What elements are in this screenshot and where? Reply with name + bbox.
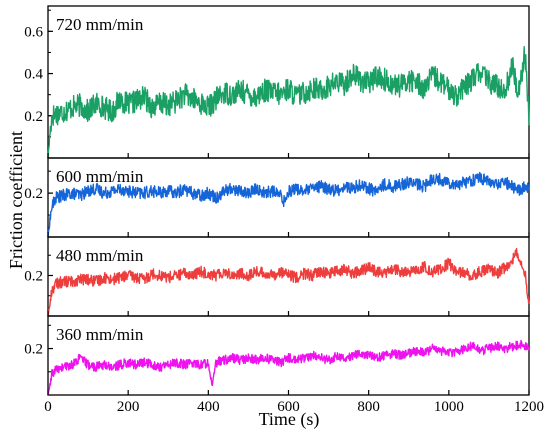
series-line-3 xyxy=(47,247,530,317)
panel-3: 0.2 480 mm/min xyxy=(24,236,530,317)
panel-4: 0.2 360 mm/min xyxy=(24,315,530,396)
x-tick-label: 600 xyxy=(277,399,300,415)
y-tick-label: 0.4 xyxy=(24,67,43,83)
y-tick-label: 0.6 xyxy=(24,24,43,40)
panels-layer: 0.2 0.4 0.6 720 mm/min 0.2 600 mm/min 0.2 480 m… xyxy=(24,5,530,396)
x-tick-label: 400 xyxy=(197,399,220,415)
series-line-2 xyxy=(47,171,530,238)
x-tick-label: 1000 xyxy=(434,399,464,415)
y-tick-label: 0.2 xyxy=(24,268,43,284)
panel-label: 720 mm/min xyxy=(56,15,144,34)
x-tick-label: 200 xyxy=(117,399,140,415)
x-tick-label: 800 xyxy=(357,399,380,415)
x-tick-label: 0 xyxy=(44,399,52,415)
x-axis: 0 200 400 600 800 1000 1200 xyxy=(44,399,544,415)
series-line-1 xyxy=(47,45,530,159)
series-line-4 xyxy=(47,339,530,396)
panel-label: 360 mm/min xyxy=(56,325,144,344)
x-axis-title: Time (s) xyxy=(259,409,320,430)
panel-label: 600 mm/min xyxy=(56,167,144,186)
y-tick-label: 0.2 xyxy=(24,342,43,358)
panel-1: 0.2 0.4 0.6 720 mm/min xyxy=(24,5,530,159)
panel-label: 480 mm/min xyxy=(56,246,144,265)
x-tick-label: 1200 xyxy=(514,399,544,415)
y-tick-label: 0.2 xyxy=(24,109,43,125)
y-tick-label: 0.2 xyxy=(24,186,43,202)
y-axis-title: Friction coefficient xyxy=(6,131,26,269)
panel-2: 0.2 600 mm/min xyxy=(24,157,530,238)
